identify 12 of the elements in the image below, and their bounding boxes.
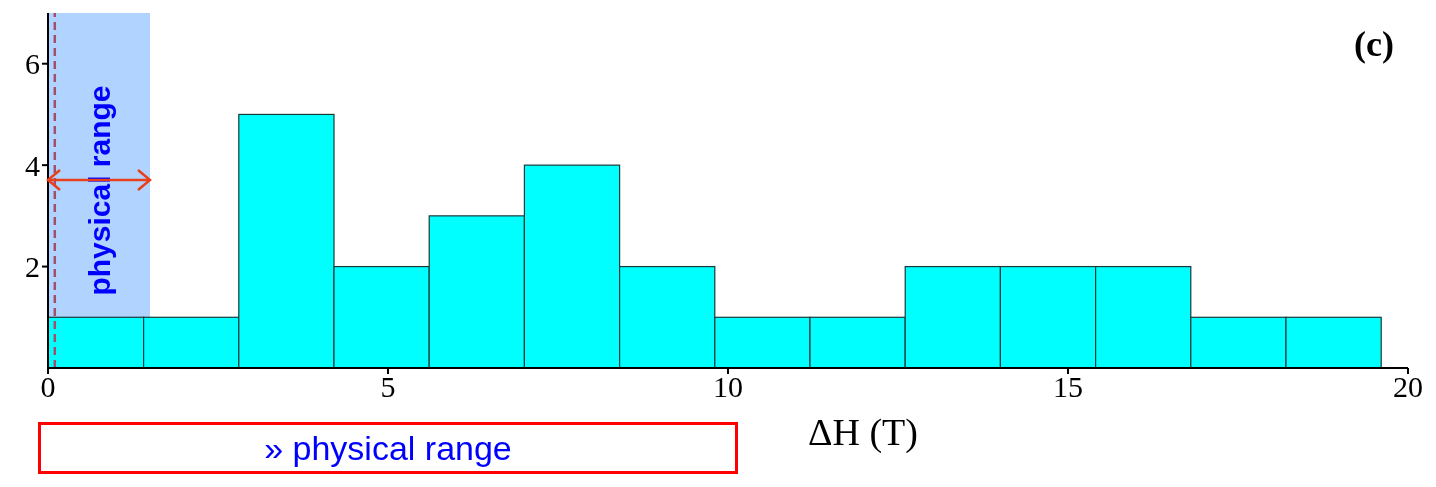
x-tick-label: 20 [1393, 370, 1423, 404]
y-tick-label: 4 [25, 148, 40, 182]
y-tick-label: 2 [25, 250, 40, 284]
text: » physical range [38, 422, 738, 474]
x-tick-label: 5 [380, 370, 396, 404]
x-tick-label: 10 [713, 370, 743, 404]
x-tick-label: 0 [40, 370, 56, 404]
band-label: physical range [82, 85, 116, 296]
annotation: (c) [1354, 23, 1394, 65]
x-tick-label: 15 [1053, 370, 1083, 404]
x-axis-title: ΔH (T) [808, 410, 918, 454]
y-tick-label: 6 [25, 47, 40, 81]
